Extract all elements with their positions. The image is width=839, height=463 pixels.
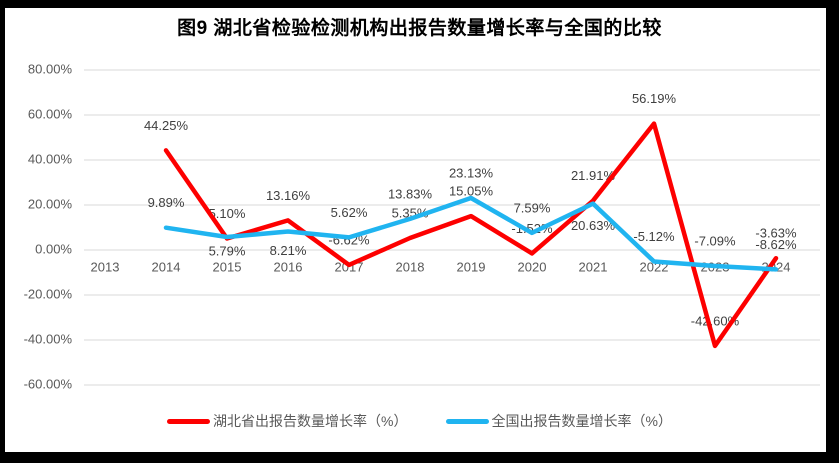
svg-text:-40.00%: -40.00% <box>24 331 73 346</box>
legend-label-hubei: 湖北省出报告数量增长率（%） <box>213 413 408 429</box>
hubei-series-line-swatch <box>167 418 211 424</box>
svg-text:-8.62%: -8.62% <box>755 237 797 252</box>
svg-text:2015: 2015 <box>213 259 242 274</box>
svg-text:23.13%: 23.13% <box>449 165 494 180</box>
svg-text:7.59%: 7.59% <box>514 200 551 215</box>
svg-text:9.89%: 9.89% <box>148 195 185 210</box>
svg-text:21.91%: 21.91% <box>571 168 616 183</box>
svg-text:-7.09%: -7.09% <box>694 233 736 248</box>
national-series-line-swatch <box>445 418 489 424</box>
svg-text:2019: 2019 <box>457 259 486 274</box>
svg-text:8.21%: 8.21% <box>270 243 307 258</box>
svg-text:44.25%: 44.25% <box>144 118 189 133</box>
svg-text:20.63%: 20.63% <box>571 218 616 233</box>
chart-title: 图9 湖北省检验检测机构出报告数量增长率与全国的比较 <box>177 18 662 39</box>
svg-text:13.16%: 13.16% <box>266 188 311 203</box>
svg-text:2016: 2016 <box>274 259 303 274</box>
legend-label-national: 全国出报告数量增长率（%） <box>491 413 672 429</box>
chart-legend: 湖北省出报告数量增长率（%） 全国出报告数量增长率（%） <box>0 411 839 431</box>
svg-text:-5.12%: -5.12% <box>633 229 675 244</box>
svg-text:80.00%: 80.00% <box>28 61 73 76</box>
svg-text:13.83%: 13.83% <box>388 186 433 201</box>
svg-text:56.19%: 56.19% <box>632 91 677 106</box>
svg-text:2013: 2013 <box>91 259 120 274</box>
svg-text:-20.00%: -20.00% <box>24 286 73 301</box>
legend-item-national: 全国出报告数量增长率（%） <box>445 411 672 431</box>
svg-text:0.00%: 0.00% <box>35 241 72 256</box>
svg-text:60.00%: 60.00% <box>28 106 73 121</box>
svg-text:2021: 2021 <box>579 259 608 274</box>
svg-text:-60.00%: -60.00% <box>24 376 73 391</box>
svg-text:-3.63%: -3.63% <box>755 226 797 241</box>
svg-text:2014: 2014 <box>152 259 181 274</box>
legend-item-hubei: 湖北省出报告数量增长率（%） <box>167 411 408 431</box>
svg-text:5.79%: 5.79% <box>209 243 246 258</box>
svg-text:40.00%: 40.00% <box>28 151 73 166</box>
svg-text:2018: 2018 <box>396 259 425 274</box>
svg-text:5.10%: 5.10% <box>209 206 246 221</box>
svg-text:5.62%: 5.62% <box>331 205 368 220</box>
svg-text:15.05%: 15.05% <box>449 184 494 199</box>
svg-text:20.00%: 20.00% <box>28 196 73 211</box>
svg-text:2020: 2020 <box>518 259 547 274</box>
